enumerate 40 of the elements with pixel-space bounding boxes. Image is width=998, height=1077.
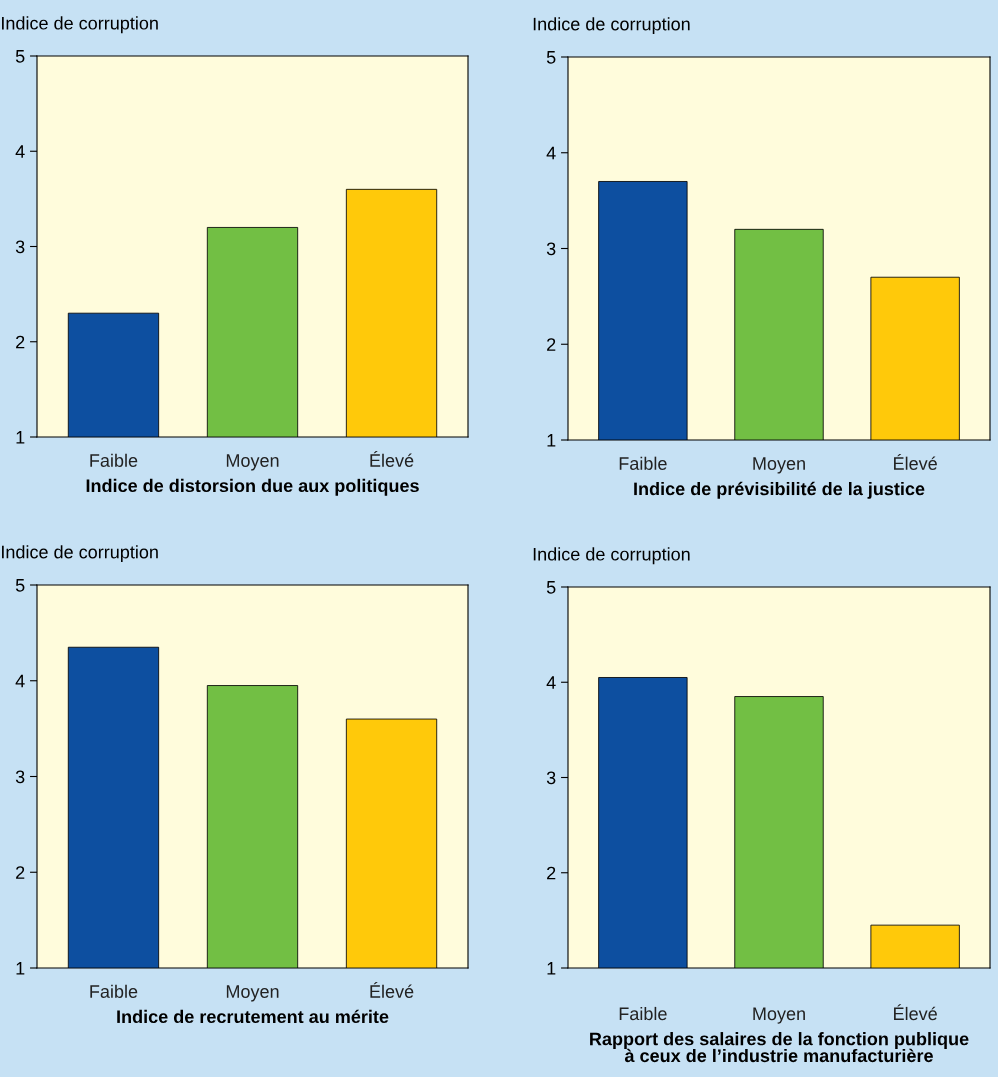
y-tick-label: 4 bbox=[15, 674, 25, 688]
y-tick-label: 1 bbox=[547, 962, 556, 975]
y-tick-label: 3 bbox=[15, 770, 25, 784]
x-tick-label: Élevé bbox=[370, 451, 414, 467]
y-tick-label: 3 bbox=[546, 242, 556, 256]
y-tick-label: 3 bbox=[546, 771, 556, 785]
y-tick-label: 4 bbox=[546, 676, 556, 689]
x-tick-label: Élevé bbox=[370, 982, 414, 998]
y-axis-title: Indice de corruption bbox=[533, 17, 690, 35]
x-tick-label: Moyen bbox=[753, 1007, 805, 1024]
y-tick-label: 1 bbox=[547, 434, 556, 447]
y-tick-label: 5 bbox=[15, 579, 25, 592]
x-tick-label: Faible bbox=[619, 1006, 667, 1021]
y-tick-label: 4 bbox=[15, 145, 25, 158]
x-tick-label: Moyen bbox=[226, 454, 279, 471]
y-tick-label: 4 bbox=[546, 146, 556, 160]
x-tick-label: Élevé bbox=[894, 454, 937, 470]
y-axis-title: Indice de corruption bbox=[533, 547, 690, 565]
y-tick-label: 5 bbox=[546, 51, 556, 64]
x-tick-label: Moyen bbox=[226, 985, 279, 1002]
y-tick-label: 3 bbox=[15, 240, 25, 254]
x-tick-label: Élevé bbox=[894, 1004, 937, 1021]
x-axis-title: Indice de recrutement au mérite bbox=[117, 1009, 389, 1024]
y-tick-label: 2 bbox=[16, 866, 25, 879]
x-tick-label: Faible bbox=[619, 456, 667, 470]
x-tick-label: Faible bbox=[90, 984, 138, 998]
x-axis-title: Indice de prévisibilité de la justice bbox=[634, 481, 925, 499]
y-axis-title: Indice de corruption bbox=[2, 545, 158, 563]
y-tick-label: 5 bbox=[546, 581, 556, 594]
y-tick-label: 5 bbox=[15, 50, 25, 63]
y-tick-label: 1 bbox=[16, 962, 25, 975]
y-tick-label: 2 bbox=[16, 335, 25, 349]
x-axis-title: Indice de distorsion due aux politiques bbox=[86, 478, 419, 496]
x-axis-title: Rapport des salaires de la fonction publique à ceux de l’industrie manufacturière bbox=[590, 1032, 969, 1063]
x-tick-label: Faible bbox=[90, 453, 138, 467]
x-tick-label: Moyen bbox=[753, 457, 805, 474]
y-tick-label: 1 bbox=[16, 431, 25, 444]
y-tick-label: 2 bbox=[547, 866, 556, 880]
y-tick-label: 2 bbox=[547, 338, 556, 351]
y-axis-title: Indice de corruption bbox=[2, 16, 158, 34]
